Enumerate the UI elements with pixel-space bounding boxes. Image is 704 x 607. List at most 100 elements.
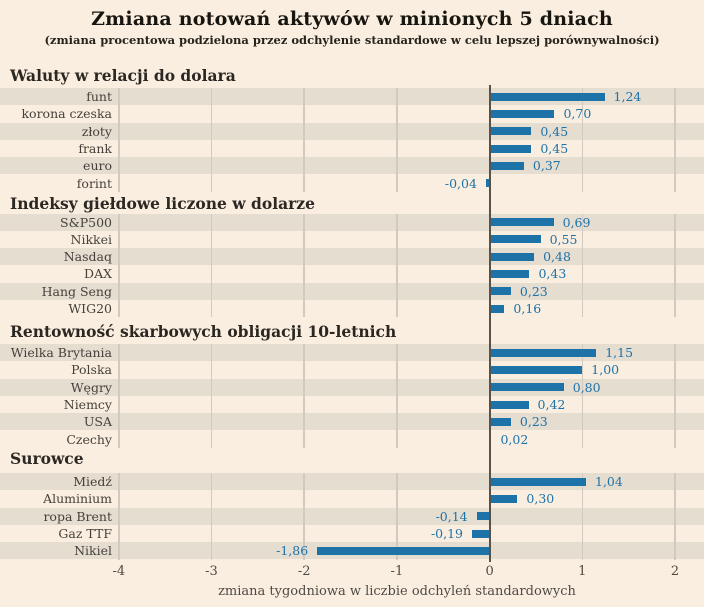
row-label: Nikkei bbox=[70, 231, 112, 247]
value-bar bbox=[317, 546, 490, 555]
chart-row: S&P500 0,69 bbox=[0, 213, 704, 231]
value-bar bbox=[489, 287, 511, 296]
section-rows: funt 1,24 korona czeska 0,70 złoty 0,45 frank 0… bbox=[0, 88, 704, 192]
x-axis-tick: -1 bbox=[390, 564, 404, 579]
value-label: 0,45 bbox=[540, 123, 569, 139]
chart-row: Węgry 0,80 bbox=[0, 378, 704, 396]
value-label: 0,48 bbox=[543, 249, 571, 265]
value-bar bbox=[485, 179, 490, 188]
gridline bbox=[210, 473, 213, 560]
value-label: 0,30 bbox=[526, 491, 555, 507]
value-bar bbox=[489, 348, 597, 357]
section-rows: Miedź 1,04 Aluminium 0,30 ropa Brent -0,14 Gaz… bbox=[0, 473, 704, 560]
chart-row: euro 0,37 bbox=[0, 157, 704, 175]
gridline bbox=[581, 88, 584, 192]
gridline bbox=[674, 213, 676, 318]
gridline bbox=[674, 473, 676, 560]
gridline bbox=[118, 88, 120, 192]
chart-row: Miedź 1,04 bbox=[0, 473, 704, 491]
gridline bbox=[674, 88, 676, 192]
chart-row: Nikkei 0,55 bbox=[0, 231, 704, 248]
gridline bbox=[210, 213, 213, 318]
row-label: Nikiel bbox=[74, 543, 112, 559]
gridline bbox=[581, 213, 584, 318]
value-bar bbox=[489, 252, 535, 261]
section-title: Surowce bbox=[10, 449, 84, 468]
value-label: 0,42 bbox=[537, 396, 566, 412]
row-label: Polska bbox=[71, 362, 112, 378]
x-axis-tick: 0 bbox=[485, 564, 494, 579]
row-label: funt bbox=[86, 89, 112, 104]
x-axis-label: zmiana tygodniowa w liczbie odchyleń sta… bbox=[218, 584, 576, 599]
chart-row: Aluminium 0,30 bbox=[0, 490, 704, 507]
row-label: frank bbox=[78, 140, 112, 156]
row-label: S&P500 bbox=[60, 214, 112, 230]
chart-row: Czechy 0,02 bbox=[0, 431, 704, 448]
row-label: Hang Seng bbox=[41, 283, 112, 299]
value-label: -1,86 bbox=[276, 543, 309, 559]
gridline bbox=[303, 88, 305, 192]
value-label: 0,69 bbox=[562, 214, 591, 230]
section-title: Rentowność skarbowych obligacji 10-letni… bbox=[10, 322, 397, 341]
chart-row: Nasdaq 0,48 bbox=[0, 248, 704, 266]
value-label: 1,15 bbox=[605, 345, 634, 360]
value-bar bbox=[489, 383, 564, 392]
chart-title: Zmiana notowań aktywów w minionych 5 dni… bbox=[91, 8, 613, 30]
value-label: 0,80 bbox=[572, 379, 601, 395]
value-bar bbox=[489, 304, 505, 313]
value-label: -0,19 bbox=[430, 525, 463, 541]
row-label: USA bbox=[83, 414, 112, 430]
value-label: -0,14 bbox=[435, 508, 468, 524]
value-bar bbox=[489, 417, 511, 426]
row-label: Aluminium bbox=[43, 491, 112, 507]
row-label: Wielka Brytania bbox=[10, 345, 112, 360]
chart-row: Niemcy 0,42 bbox=[0, 396, 704, 413]
row-label: ropa Brent bbox=[43, 508, 112, 524]
value-label: 0,02 bbox=[500, 431, 529, 447]
row-label: złoty bbox=[81, 123, 112, 139]
gridline bbox=[210, 88, 213, 192]
value-bar bbox=[489, 270, 530, 279]
value-bar bbox=[471, 529, 490, 538]
x-axis-tick: -2 bbox=[297, 564, 311, 579]
value-bar bbox=[489, 235, 541, 244]
x-axis-tick: 2 bbox=[670, 564, 680, 579]
x-axis-tick: -3 bbox=[205, 564, 218, 579]
row-label: Miedź bbox=[73, 474, 112, 489]
gridline bbox=[581, 473, 584, 560]
row-label: DAX bbox=[84, 266, 112, 282]
zero-axis-line bbox=[488, 85, 491, 562]
chart-row: forint -0,04 bbox=[0, 175, 704, 192]
chart-row: WIG20 0,16 bbox=[0, 300, 704, 317]
chart-row: Hang Seng 0,23 bbox=[0, 282, 704, 300]
value-label: 0,16 bbox=[513, 301, 542, 316]
value-bar bbox=[489, 109, 555, 118]
gridline bbox=[674, 344, 676, 448]
chart-row: funt 1,24 bbox=[0, 88, 704, 106]
chart-row: ropa Brent -0,14 bbox=[0, 507, 704, 525]
value-label: 1,00 bbox=[591, 362, 620, 378]
chart-row: złoty 0,45 bbox=[0, 122, 704, 140]
chart-row: USA 0,23 bbox=[0, 413, 704, 431]
value-bar bbox=[489, 161, 524, 170]
value-bar bbox=[489, 400, 529, 409]
section-rows: S&P500 0,69 Nikkei 0,55 Nasdaq 0,48 DAX 0,43 Han… bbox=[0, 213, 704, 318]
row-label: Nasdaq bbox=[63, 249, 112, 265]
gridline bbox=[118, 213, 120, 318]
row-label: Węgry bbox=[70, 379, 112, 395]
value-bar bbox=[489, 92, 605, 101]
value-label: 0,23 bbox=[519, 414, 548, 430]
value-label: -0,04 bbox=[444, 175, 477, 191]
x-axis-tick: -4 bbox=[112, 564, 126, 579]
gridline bbox=[303, 344, 305, 448]
value-label: 1,04 bbox=[595, 474, 623, 489]
value-bar bbox=[489, 218, 554, 227]
row-label: euro bbox=[83, 158, 112, 174]
row-label: Niemcy bbox=[63, 396, 112, 412]
row-label: korona czeska bbox=[21, 106, 112, 122]
chart-row: Gaz TTF -0,19 bbox=[0, 525, 704, 542]
value-bar bbox=[489, 144, 532, 153]
gridline bbox=[210, 344, 213, 448]
value-label: 0,70 bbox=[563, 106, 592, 122]
